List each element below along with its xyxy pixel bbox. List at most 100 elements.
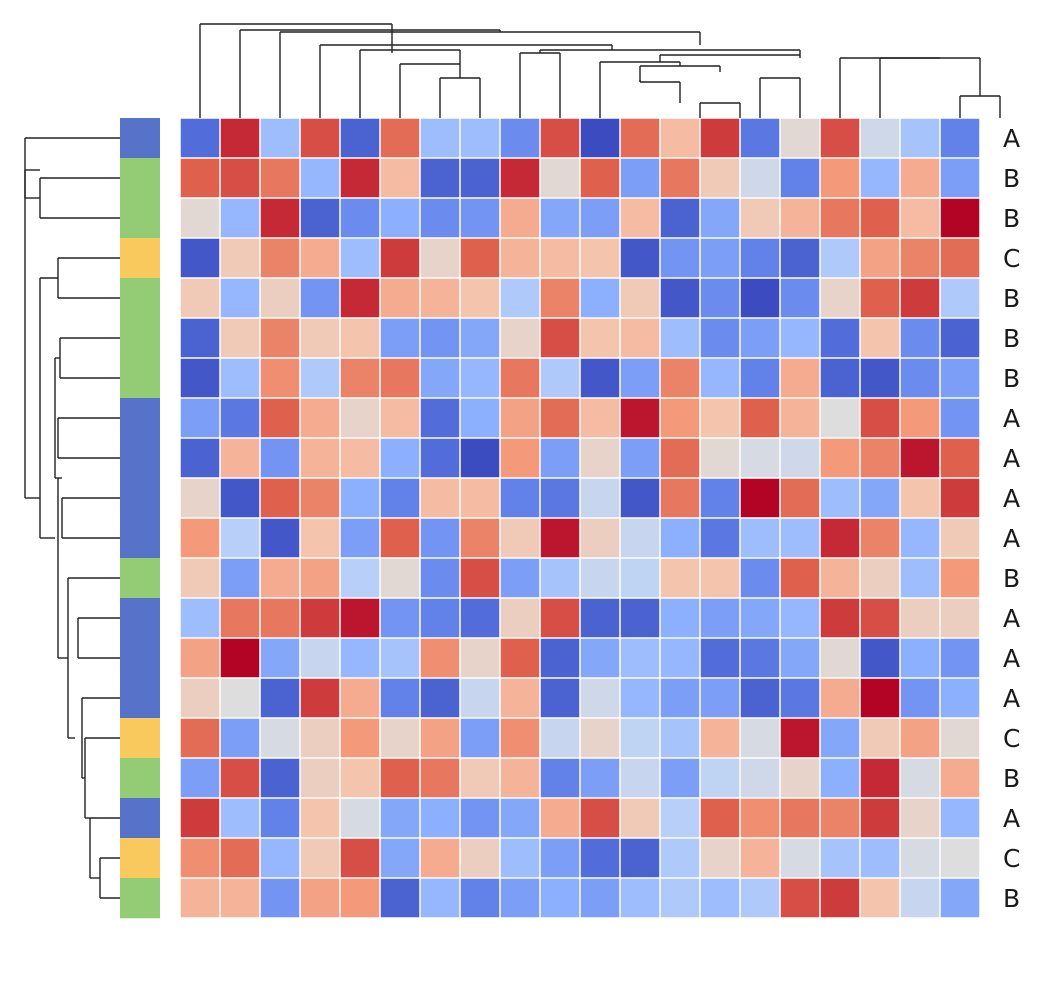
heatmap-cell [420, 878, 460, 918]
heatmap-cell [660, 398, 700, 438]
heatmap-cell [500, 718, 540, 758]
row-label: A [1003, 524, 1020, 553]
heatmap-cell [700, 878, 740, 918]
row-color-cell [120, 678, 160, 719]
heatmap-cell [220, 758, 260, 798]
row-color-cell [120, 198, 160, 239]
heatmap-cell [260, 678, 300, 718]
heatmap-cell [420, 838, 460, 878]
heatmap-cell [220, 158, 260, 198]
heatmap-cell [820, 718, 860, 758]
heatmap-cell [660, 318, 700, 358]
heatmap-cell [420, 598, 460, 638]
heatmap-cell [900, 518, 940, 558]
heatmap-cell [460, 398, 500, 438]
heatmap-cell [620, 878, 660, 918]
heatmap-cell [940, 678, 980, 718]
heatmap-cell [500, 198, 540, 238]
heatmap-cell [820, 598, 860, 638]
heatmap-cell [900, 118, 940, 158]
heatmap-cell [300, 518, 340, 558]
heatmap-cell [820, 118, 860, 158]
heatmap-cell [900, 878, 940, 918]
heatmap-cell [340, 718, 380, 758]
heatmap-cell [540, 758, 580, 798]
heatmap-cell [340, 518, 380, 558]
heatmap-cell [580, 878, 620, 918]
heatmap-cell [860, 598, 900, 638]
heatmap-cell [220, 518, 260, 558]
heatmap-cell [780, 598, 820, 638]
row-color-cell [120, 278, 160, 319]
heatmap-cell [900, 558, 940, 598]
heatmap-cell [260, 198, 300, 238]
heatmap-cell [780, 318, 820, 358]
row-color-cell [120, 758, 160, 799]
row-label: B [1003, 284, 1020, 313]
heatmap-cell [660, 518, 700, 558]
heatmap-cell [420, 798, 460, 838]
heatmap-cell [420, 518, 460, 558]
heatmap-cell [580, 118, 620, 158]
heatmap-cell [860, 398, 900, 438]
heatmap-cell [900, 478, 940, 518]
heatmap-cell [540, 198, 580, 238]
heatmap-cell [780, 198, 820, 238]
heatmap-cell [500, 518, 540, 558]
heatmap-cell [740, 118, 780, 158]
heatmap-cell [660, 798, 700, 838]
heatmap-cell [180, 158, 220, 198]
heatmap-cell [620, 438, 660, 478]
heatmap-cell [420, 198, 460, 238]
heatmap-cell [900, 158, 940, 198]
heatmap-cell [580, 278, 620, 318]
heatmap-cell [860, 238, 900, 278]
heatmap-cell [900, 838, 940, 878]
heatmap-cell [300, 798, 340, 838]
heatmap-cell [700, 678, 740, 718]
heatmap-cell [580, 358, 620, 398]
heatmap-cell [940, 438, 980, 478]
row-color-cell [120, 238, 160, 279]
heatmap-cell [380, 718, 420, 758]
heatmap-cell [900, 638, 940, 678]
heatmap-cell [700, 238, 740, 278]
heatmap-cell [460, 878, 500, 918]
heatmap-cell [580, 478, 620, 518]
heatmap-cell [340, 798, 380, 838]
heatmap-cell [540, 478, 580, 518]
heatmap-cell [860, 878, 900, 918]
heatmap-cell [260, 638, 300, 678]
heatmap-grid [180, 118, 980, 918]
heatmap-cell [500, 478, 540, 518]
row-color-cell [120, 518, 160, 559]
heatmap-cell [220, 318, 260, 358]
heatmap-cell [700, 758, 740, 798]
heatmap-cell [460, 678, 500, 718]
heatmap-cell [340, 438, 380, 478]
heatmap-cell [620, 398, 660, 438]
heatmap-cell [300, 718, 340, 758]
heatmap-cell [300, 158, 340, 198]
heatmap-cell [860, 158, 900, 198]
row-color-cell [120, 878, 160, 919]
heatmap-cell [900, 318, 940, 358]
heatmap-cell [860, 518, 900, 558]
heatmap-cell [420, 678, 460, 718]
heatmap-cell [780, 118, 820, 158]
heatmap-cell [820, 198, 860, 238]
heatmap-cell [500, 278, 540, 318]
heatmap-cell [820, 638, 860, 678]
heatmap-cell [860, 638, 900, 678]
heatmap-cell [940, 478, 980, 518]
heatmap-cell [460, 558, 500, 598]
heatmap-cell [300, 438, 340, 478]
heatmap-cell [340, 158, 380, 198]
heatmap-cell [860, 798, 900, 838]
heatmap-cell [860, 118, 900, 158]
heatmap-cell [340, 678, 380, 718]
heatmap-cell [820, 878, 860, 918]
heatmap-cell [260, 798, 300, 838]
heatmap-cell [500, 558, 540, 598]
